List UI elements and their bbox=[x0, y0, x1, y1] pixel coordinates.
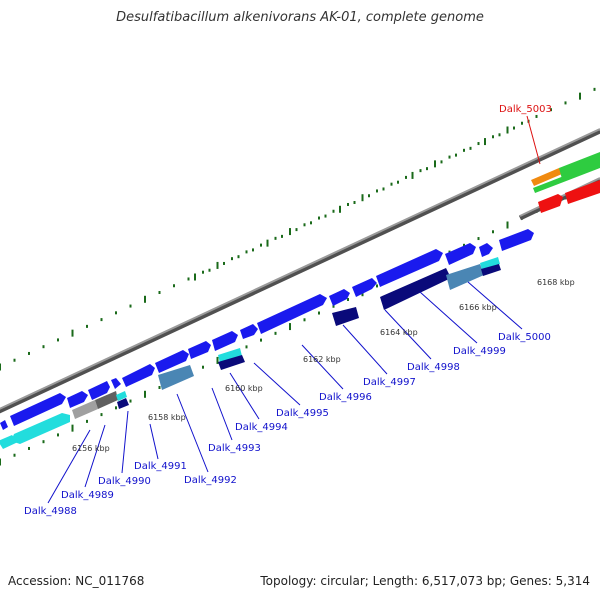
gene-block[interactable] bbox=[565, 180, 600, 204]
gene-block[interactable] bbox=[445, 243, 476, 265]
gene-block[interactable] bbox=[352, 278, 377, 297]
gene-block[interactable] bbox=[499, 229, 534, 251]
gene-label[interactable]: Dalk_5000 bbox=[498, 332, 551, 343]
gene-block[interactable] bbox=[240, 324, 258, 339]
gene-block[interactable] bbox=[0, 435, 18, 449]
gene-block[interactable] bbox=[257, 294, 327, 334]
gene-block[interactable] bbox=[188, 341, 211, 359]
label-leader-line bbox=[84, 424, 106, 488]
gene-label[interactable]: Dalk_4992 bbox=[184, 475, 237, 486]
gene-block[interactable] bbox=[117, 398, 129, 409]
gene-block[interactable] bbox=[116, 391, 127, 401]
label-leader-line bbox=[526, 115, 541, 165]
label-leaders bbox=[47, 115, 541, 504]
gene-label[interactable]: Dalk_4996 bbox=[319, 392, 372, 403]
gene-block[interactable] bbox=[0, 420, 8, 430]
gene-label[interactable]: Dalk_4991 bbox=[134, 461, 187, 472]
gene-block[interactable] bbox=[158, 365, 194, 390]
rna-genes[interactable] bbox=[531, 152, 600, 213]
gene-block[interactable] bbox=[533, 162, 600, 193]
label-leader-line bbox=[253, 362, 301, 406]
scale-label: 6164 kbp bbox=[380, 328, 418, 337]
gene-label[interactable]: Dalk_4998 bbox=[407, 362, 460, 373]
gene-block[interactable] bbox=[329, 289, 350, 306]
label-leader-line bbox=[342, 324, 388, 375]
gene-label[interactable]: Dalk_4994 bbox=[235, 422, 288, 433]
gene-block[interactable] bbox=[88, 381, 110, 400]
gene-block[interactable] bbox=[218, 355, 245, 370]
gene-block[interactable] bbox=[479, 243, 493, 257]
forward-genes[interactable] bbox=[0, 229, 534, 430]
label-leader-line bbox=[211, 387, 233, 441]
gene-block[interactable] bbox=[218, 348, 242, 363]
scale-label: 6166 kbp bbox=[459, 303, 497, 312]
gene-block[interactable] bbox=[155, 350, 189, 373]
label-leader-line bbox=[149, 423, 159, 460]
gene-block[interactable] bbox=[446, 264, 484, 290]
gene-block[interactable] bbox=[376, 249, 443, 287]
label-leader-line bbox=[467, 281, 523, 330]
gene-block[interactable] bbox=[111, 378, 121, 389]
gene-block[interactable] bbox=[332, 307, 359, 326]
scale-label: 6156 kbp bbox=[72, 444, 110, 453]
gene-block[interactable] bbox=[67, 391, 88, 408]
gene-label[interactable]: Dalk_4988 bbox=[24, 506, 77, 517]
backbone-lower bbox=[0, 128, 600, 414]
scale-labels: 6156 kbp 6158 kbp 6160 kbp 6162 kbp 6164 kbp… bbox=[72, 278, 575, 453]
gene-block[interactable] bbox=[72, 400, 98, 419]
gene-label[interactable]: Dalk_4993 bbox=[208, 443, 261, 454]
gene-block[interactable] bbox=[10, 393, 66, 426]
scale-label: 6168 kbp bbox=[537, 278, 575, 287]
gene-block[interactable] bbox=[212, 331, 238, 351]
gene-label[interactable]: Dalk_4990 bbox=[98, 476, 151, 487]
scale-label: 6158 kbp bbox=[148, 413, 186, 422]
gene-block[interactable] bbox=[481, 264, 501, 276]
gene-block[interactable] bbox=[95, 391, 118, 409]
gene-block[interactable] bbox=[480, 257, 500, 270]
label-leader-line bbox=[384, 309, 432, 360]
gene-label[interactable]: Dalk_4999 bbox=[453, 346, 506, 357]
scale-label: 6160 kbp bbox=[225, 384, 263, 393]
label-leader-line bbox=[176, 393, 209, 473]
reverse-genes[interactable] bbox=[0, 257, 501, 449]
label-leader-line bbox=[301, 344, 344, 390]
gene-block[interactable] bbox=[380, 268, 451, 310]
gene-block[interactable] bbox=[531, 168, 562, 186]
genome-title: Desulfatibacillum alkenivorans AK-01, co… bbox=[116, 10, 484, 25]
gene-block[interactable] bbox=[122, 364, 155, 387]
gene-block[interactable] bbox=[11, 413, 70, 444]
gene-label[interactable]: Dalk_4997 bbox=[363, 377, 416, 388]
label-leader-line bbox=[121, 410, 129, 474]
gene-labels[interactable]: Dalk_4988 Dalk_4989 Dalk_4990 Dalk_4991 Dalk… bbox=[24, 104, 552, 517]
gene-label[interactable]: Dalk_4989 bbox=[61, 490, 114, 501]
label-leader-line bbox=[419, 291, 478, 344]
label-leader-line bbox=[229, 372, 260, 420]
gene-label[interactable]: Dalk_4995 bbox=[276, 408, 329, 419]
scale-label: 6162 kbp bbox=[303, 355, 341, 364]
gene-label[interactable]: Dalk_5003 bbox=[499, 104, 552, 115]
gene-block[interactable] bbox=[538, 194, 563, 213]
genome-summary: Topology: circular; Length: 6,517,073 bp… bbox=[260, 574, 590, 588]
accession-text: Accession: NC_011768 bbox=[8, 574, 145, 588]
gene-block[interactable] bbox=[559, 152, 600, 179]
label-leader-line bbox=[47, 429, 91, 504]
